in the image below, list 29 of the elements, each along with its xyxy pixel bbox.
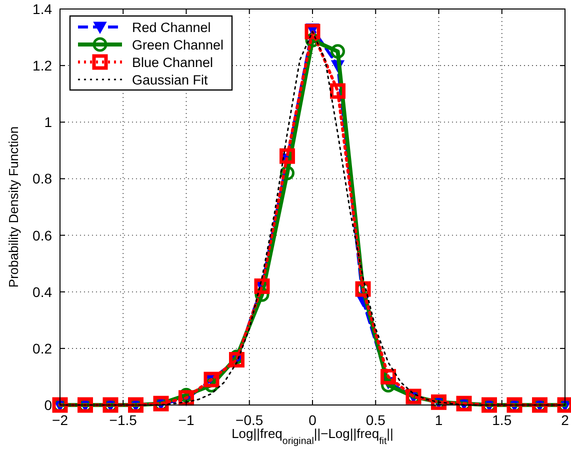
point (330, 83, 346, 99)
legend-label: Red Channel (132, 20, 211, 35)
point (380, 368, 396, 384)
legend-label: Blue Channel (132, 55, 214, 70)
x-tick-label: −2 (52, 412, 68, 428)
y-tick-label: 1.2 (32, 58, 52, 74)
x-tick-label: −0.5 (236, 412, 264, 428)
x-tick-label: 2 (561, 412, 570, 428)
x-tick-label: −1.5 (109, 412, 138, 428)
y-tick-label: 1 (44, 114, 52, 130)
y-tick-label: 0.2 (32, 340, 52, 356)
y-tick-label: 0 (44, 397, 52, 413)
point (280, 148, 295, 164)
x-tick-label: 1.5 (492, 412, 512, 428)
y-axis-title: Probability Density Function (6, 126, 21, 288)
x-tick-label: 0.5 (366, 412, 386, 428)
x-tick-label: −1 (178, 412, 194, 428)
y-tick-label: 0.4 (32, 284, 52, 300)
y-tick-label: 0.6 (32, 227, 52, 244)
x-tick-label: 0 (308, 412, 317, 428)
x-tick-label: 1 (434, 412, 443, 428)
y-tick-label: 1.4 (32, 1, 52, 17)
y-tick-label: 0.8 (32, 170, 52, 187)
legend-label: Green Channel (132, 38, 224, 52)
point (304, 24, 320, 40)
point (178, 390, 194, 406)
legend-label: Gaussian Fit (132, 72, 208, 88)
x-axis-title: Log||freq$_{original}$||−Log||freq$_{fit}$|| (232, 426, 394, 446)
point (330, 44, 345, 59)
